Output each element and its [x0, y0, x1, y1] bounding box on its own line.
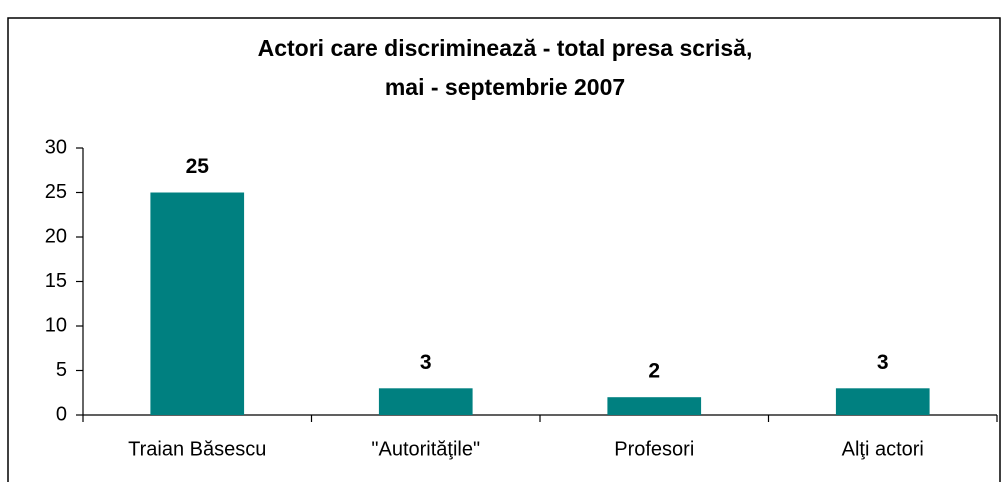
- value-label: 2: [648, 360, 660, 383]
- x-tick-label: "Autorităţile": [371, 438, 480, 460]
- value-label: 25: [186, 155, 210, 178]
- y-tick-label: 15: [45, 270, 67, 292]
- value-label: 3: [420, 351, 432, 374]
- x-tick-label: Profesori: [614, 438, 694, 460]
- chart-title: Actori care discriminează - total presa …: [258, 35, 753, 61]
- bar: [607, 397, 702, 415]
- y-tick-label: 5: [56, 359, 67, 381]
- y-tick-label: 20: [45, 225, 67, 247]
- bar: [150, 192, 245, 415]
- bar: [378, 388, 473, 415]
- y-tick-label: 25: [45, 181, 67, 203]
- y-tick-label: 30: [45, 136, 67, 158]
- y-tick-label: 0: [56, 403, 67, 425]
- x-tick-label: Traian Băsescu: [128, 438, 266, 460]
- x-tick-label: Alţi actori: [842, 438, 924, 460]
- y-tick-label: 10: [45, 314, 67, 336]
- value-label: 3: [877, 351, 889, 374]
- chart-title: mai - septembrie 2007: [385, 74, 625, 100]
- bar: [835, 388, 930, 415]
